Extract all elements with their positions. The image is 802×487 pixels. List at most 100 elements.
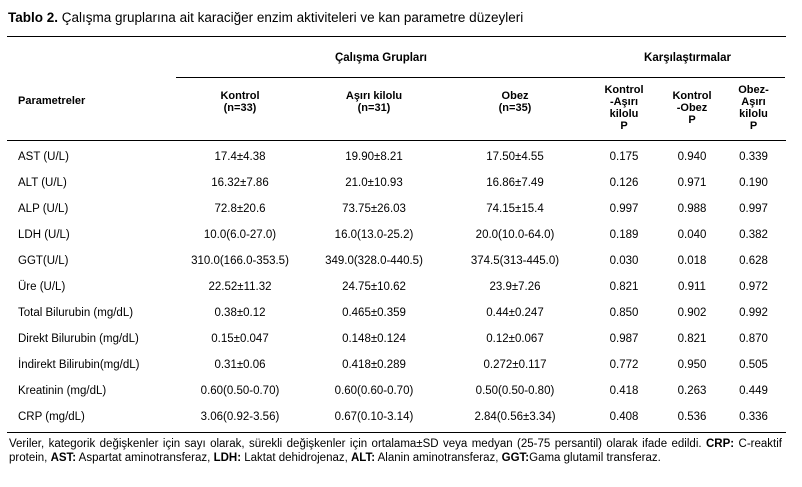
table-row: ALP (U/L) 72.8±20.6 73.75±26.03 74.15±15.4 0… [7,196,785,222]
table-row: ALT (U/L) 16.32±7.86 21.0±10.93 16.86±7.49 0… [7,170,785,196]
table-body: AST (U/L) 17.4±4.38 19.90±8.21 17.50±4.55 0.… [7,144,785,430]
table-row: Total Bilurubin (mg/dL) 0.38±0.12 0.465±0.… [7,300,785,326]
p-kontrol-obez-cell: 0.940 [677,151,707,163]
header-rule [7,140,786,141]
study-groups-header: Çalışma Grupları [334,52,428,64]
asiri-kilolu-n: (n=31) [357,102,391,114]
group-underline [176,77,785,78]
table-row: LDH (U/L) 10.0(6.0-27.0) 16.0(13.0-25.2) 20… [7,222,785,248]
comparisons-header: Karşılaştırmalar [644,52,731,64]
obez-cell: 0.50(0.50-0.80) [475,385,555,397]
asiri-kilolu-cell: 0.418±0.289 [342,359,406,371]
param-cell: CRP (mg/dL) [18,411,85,423]
cmp2-line2: -Obez [676,102,708,114]
cmp2-line1: Kontrol [672,90,712,102]
top-rule [7,36,786,37]
asiri-kilolu-cell: 0.60(0.60-0.70) [334,385,414,397]
table-row: Üre (U/L) 22.52±11.32 24.75±10.62 23.9±7.26… [7,274,785,300]
p-kontrol-asiri-cell: 0.126 [609,177,639,189]
asiri-kilolu-cell: 73.75±26.03 [342,203,406,215]
obez-name: Obez [501,90,529,102]
p-kontrol-asiri-cell: 0.418 [609,385,639,397]
param-cell: Kreatinin (mg/dL) [18,385,107,397]
obez-cell: 23.9±7.26 [489,281,541,293]
kontrol-cell: 3.06(0.92-3.56) [200,411,280,423]
p-obez-asiri-cell: 0.972 [739,281,768,293]
asiri-kilolu-cell: 349.0(328.0-440.5) [325,255,423,267]
p-kontrol-obez-cell: 0.536 [677,411,707,423]
obez-n: (n=35) [498,102,532,114]
p-obez-asiri-cell: 0.870 [739,333,768,345]
kontrol-n: (n=33) [223,102,257,114]
p-obez-asiri-cell: 0.449 [739,385,768,397]
param-cell: ALP (U/L) [18,203,69,215]
param-cell: AST (U/L) [18,151,69,163]
obez-cell: 374.5(313-445.0) [470,255,560,267]
p-kontrol-obez-cell: 0.911 [678,281,706,293]
kontrol-cell: 22.52±11.32 [208,281,272,293]
bottom-rule [7,432,786,433]
p-kontrol-obez-cell: 0.821 [677,333,707,345]
kontrol-cell: 72.8±20.6 [214,203,266,215]
asiri-kilolu-cell: 0.67(0.10-3.14) [334,411,414,423]
footnote-alt-abbr: ALT: [351,451,376,464]
asiri-kilolu-cell: 16.0(13.0-25.2) [334,229,414,241]
table-row: Kreatinin (mg/dL) 0.60(0.50-0.70) 0.60(0.6… [7,378,785,404]
p-obez-asiri-cell: 0.997 [739,203,768,215]
kontrol-cell: 0.60(0.50-0.70) [200,385,280,397]
table-label: Tablo 2. [8,10,59,25]
obez-cell: 16.86±7.49 [486,177,544,189]
cmp1-line1: Kontrol [604,84,644,96]
cmp1-line2: -Aşırı [609,96,639,108]
table-row: CRP (mg/dL) 3.06(0.92-3.56) 0.67(0.10-3.14… [7,404,785,430]
obez-cell: 20.0(10.0-64.0) [475,229,555,241]
p-kontrol-obez-cell: 0.018 [677,255,707,267]
cmp3-line4: P [749,120,758,132]
obez-cell: 0.44±0.247 [486,307,544,319]
data-table: AST (U/L) 17.4±4.38 19.90±8.21 17.50±4.55 0.… [7,144,785,430]
p-obez-asiri-cell: 0.505 [739,359,768,371]
obez-cell: 0.272±0.117 [483,359,547,371]
param-cell: İndirekt Bilirubin(mg/dL) [18,359,140,371]
obez-cell: 0.12±0.067 [486,333,544,345]
kontrol-cell: 0.31±0.06 [214,359,266,371]
p-kontrol-obez-cell: 0.902 [677,307,707,319]
p-kontrol-obez-cell: 0.988 [677,203,707,215]
parameters-header: Parametreler [18,95,86,107]
p-kontrol-obez-cell: 0.263 [677,385,707,397]
asiri-kilolu-cell: 0.148±0.124 [342,333,406,345]
footnote-ldh-def: Laktat dehidrojenaz, [241,451,351,464]
param-cell: ALT (U/L) [18,177,67,189]
table-title: Tablo 2. Çalışma gruplarına ait karaciğe… [8,10,523,25]
cmp2-line3: P [688,114,696,126]
p-kontrol-asiri-cell: 0.987 [609,333,639,345]
p-obez-asiri-cell: 0.190 [739,177,768,189]
asiri-kilolu-cell: 0.465±0.359 [342,307,406,319]
param-cell: LDH (U/L) [18,229,70,241]
footnote-ldh-abbr: LDH: [213,451,242,464]
comparison-kontrol-asiri-header: Kontrol -Aşırı kilolu P [586,84,662,132]
p-kontrol-obez-cell: 0.040 [677,229,707,241]
footnote-intro: Veriler, kategorik değişkenler için sayı… [9,438,706,450]
param-cell: Total Bilurubin (mg/dL) [18,307,134,319]
table-row: AST (U/L) 17.4±4.38 19.90±8.21 17.50±4.55 0.… [7,144,785,170]
cmp3-line3: kilolu [739,108,768,120]
obez-header: Obez (n=35) [444,90,586,114]
p-kontrol-asiri-cell: 0.030 [609,255,639,267]
param-cell: Üre (U/L) [18,281,66,293]
cmp1-line4: P [620,120,628,132]
obez-cell: 74.15±15.4 [486,203,544,215]
p-kontrol-obez-cell: 0.950 [677,359,707,371]
kontrol-cell: 10.0(6.0-27.0) [203,229,277,241]
p-kontrol-asiri-cell: 0.821 [609,281,639,293]
asiri-kilolu-cell: 21.0±10.93 [345,177,403,189]
comparison-kontrol-obez-header: Kontrol -Obez P [662,90,722,126]
p-kontrol-asiri-cell: 0.189 [609,229,639,241]
kontrol-cell: 17.4±4.38 [214,151,266,163]
footnote: Veriler, kategorik değişkenler için sayı… [9,438,782,465]
footnote-alt-def: Alanin aminotransferaz, [375,451,502,464]
param-cell: GGT(U/L) [18,255,69,267]
p-kontrol-asiri-cell: 0.997 [609,203,639,215]
obez-cell: 2.84(0.56±3.34) [474,411,556,423]
asiri-kilolu-name: Aşırı kilolu [345,90,403,102]
